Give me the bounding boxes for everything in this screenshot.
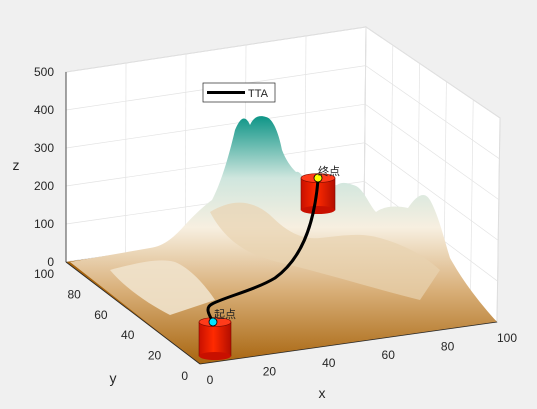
- grid-yv-20: [470, 99, 474, 302]
- z-tick-label: 200: [34, 179, 54, 193]
- z-tick-label: 300: [34, 141, 54, 155]
- end-label: 终点: [318, 164, 340, 178]
- z-tick-label: 500: [34, 65, 54, 79]
- x-tick-label: 0: [207, 373, 214, 387]
- z-tick-label: 0: [47, 255, 54, 269]
- terrain-ridge-left: [110, 260, 215, 315]
- terrain-surface: [66, 116, 497, 364]
- axis-lines: [65, 72, 498, 365]
- legend-label-tta: TTA: [248, 88, 269, 100]
- y-tick-label: 80: [67, 287, 81, 301]
- grid-yv-100: [363, 26, 367, 221]
- grid-xv-40: [184, 53, 187, 246]
- y-axis-line: [65, 261, 201, 365]
- grid-yv-0: [496, 117, 501, 323]
- legend: TTA: [202, 82, 276, 103]
- y-tick-label: 0: [181, 369, 188, 383]
- y-tick-label: 40: [121, 328, 135, 342]
- y-tick-label: 20: [148, 349, 162, 363]
- y-tick-label: 100: [34, 267, 54, 281]
- start-obstacle: [198, 317, 232, 360]
- terrain-shade: [210, 202, 440, 300]
- end-cylinder-bottom: [301, 206, 335, 214]
- z-axis-label: z: [13, 157, 20, 173]
- x-tick-label: 20: [263, 365, 277, 379]
- path-series-tta: [206, 179, 320, 323]
- z-tick-label: 100: [34, 217, 54, 231]
- x-tick-label: 80: [441, 339, 455, 353]
- z-tick-label: 400: [34, 103, 54, 117]
- end-point-marker: [313, 173, 323, 183]
- x-tick-label: 40: [322, 356, 336, 370]
- end-obstacle: [300, 173, 336, 214]
- y-axis-label: y: [110, 370, 117, 386]
- x-tick-label: 100: [497, 331, 517, 345]
- start-label: 起点: [214, 308, 236, 321]
- x-axis-line: [199, 321, 498, 365]
- y-tick-label: 60: [94, 308, 108, 322]
- start-cylinder-bottom: [199, 352, 231, 360]
- x-tick-label: 60: [382, 348, 396, 362]
- start-point-marker: [208, 317, 218, 327]
- x-axis-label: x: [319, 385, 326, 401]
- start-cylinder-body: [198, 321, 232, 357]
